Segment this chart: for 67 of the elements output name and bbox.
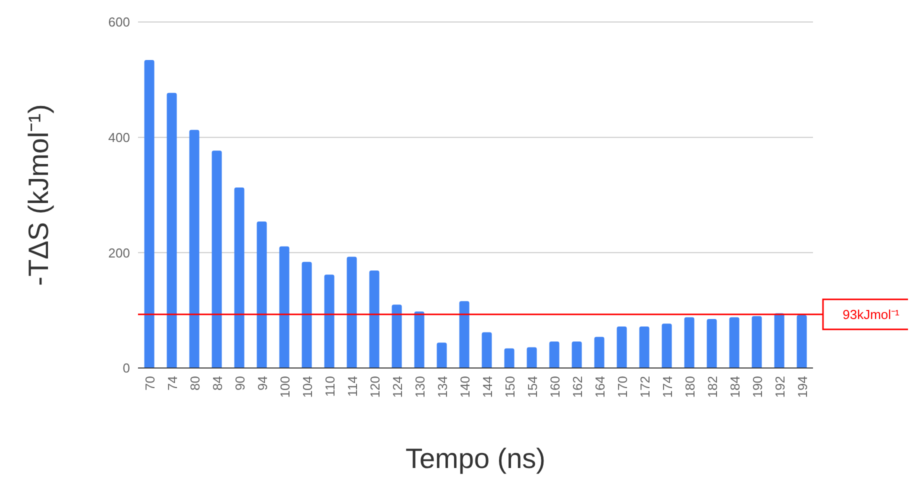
x-tick-label: 114 [344, 376, 360, 397]
x-tick-label: 104 [300, 376, 315, 398]
bar [504, 348, 514, 368]
bar [436, 342, 447, 368]
y-tick-label: 600 [108, 14, 130, 30]
x-tick-label: 70 [142, 376, 158, 390]
x-tick-label: 172 [637, 376, 652, 398]
bar [414, 311, 424, 368]
x-tick-label: 134 [434, 376, 450, 398]
x-tick-label: 120 [367, 376, 382, 398]
bar [594, 336, 604, 368]
bar [324, 274, 334, 368]
ref-line-label: 93kJmol⁻¹ [842, 306, 900, 322]
x-tick-label: 150 [502, 376, 518, 398]
bar [729, 317, 740, 368]
x-tick-label: 180 [682, 376, 698, 398]
bar [639, 326, 650, 368]
x-tick-label: 174 [660, 376, 675, 398]
bar [774, 313, 784, 368]
bar [482, 332, 492, 368]
x-tick-label: 94 [254, 376, 270, 390]
bar [144, 60, 154, 368]
x-axis-title: Tempo (ns) [405, 443, 546, 474]
bar [549, 341, 560, 368]
y-axis-title: -TΔS (kJmol⁻¹) [22, 104, 54, 286]
x-tick-label: 144 [480, 376, 495, 398]
bar [392, 304, 402, 368]
bar [526, 347, 537, 368]
x-tick-label: 182 [704, 376, 720, 398]
bar [212, 150, 222, 368]
x-tick-label: 140 [457, 376, 472, 398]
y-tick-label: 0 [122, 360, 130, 376]
bar [616, 326, 627, 368]
bar [706, 318, 717, 368]
bar [189, 130, 200, 368]
x-tick-label: 160 [547, 376, 562, 398]
bar [752, 316, 762, 368]
bar [256, 222, 267, 368]
bar [662, 324, 672, 368]
x-tick-label: 170 [614, 376, 630, 398]
bar [369, 270, 380, 368]
x-tick-label: 194 [794, 376, 810, 398]
bar [459, 301, 470, 368]
bar [302, 262, 312, 368]
x-tick-label: 84 [210, 376, 225, 390]
x-tick-label: 110 [322, 376, 338, 397]
x-tick-label: 74 [164, 376, 180, 390]
bar [572, 341, 582, 368]
x-tick-label: 100 [277, 376, 292, 398]
x-tick-label: 190 [750, 376, 765, 398]
bar [796, 314, 807, 368]
bar [166, 92, 177, 368]
bar [279, 246, 290, 368]
x-tick-label: 154 [524, 376, 540, 398]
x-tick-label: 192 [772, 376, 788, 398]
x-tick-label: 80 [187, 376, 202, 390]
x-tick-label: 90 [232, 376, 248, 390]
bar [346, 256, 357, 368]
x-tick-label: 130 [412, 376, 428, 398]
x-tick-label: 124 [390, 376, 405, 398]
x-tick-label: 162 [570, 376, 585, 398]
y-tick-label: 400 [108, 130, 130, 145]
y-tick-label: 200 [108, 245, 130, 260]
x-tick-label: 164 [592, 376, 608, 398]
x-tick-label: 184 [727, 376, 742, 398]
bar [684, 317, 694, 368]
bar [234, 188, 244, 368]
